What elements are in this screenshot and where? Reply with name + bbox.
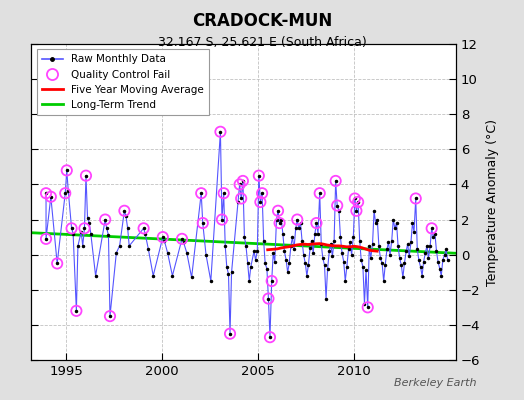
Point (120, 208, 128, 214)
Point (315, 190, 324, 196)
Point (106, 313, 114, 319)
Point (61, 190, 70, 196)
Text: CRADOCK-MUN: CRADOCK-MUN (192, 12, 332, 30)
Point (274, 208, 282, 214)
Point (332, 178, 340, 184)
Point (218, 216, 226, 223)
Point (159, 234, 167, 240)
Point (354, 199, 362, 205)
Point (411, 195, 420, 202)
Point (226, 330, 234, 337)
Point (239, 178, 247, 184)
Point (268, 278, 276, 284)
Point (351, 195, 359, 202)
Point (178, 236, 186, 242)
Point (256, 199, 265, 205)
Point (80, 225, 89, 232)
Point (42, 236, 50, 242)
Text: 32.167 S, 25.621 E (South Africa): 32.167 S, 25.621 E (South Africa) (158, 36, 366, 49)
Point (428, 225, 436, 232)
Legend: Raw Monthly Data, Quality Control Fail, Five Year Moving Average, Long-Term Tren: Raw Monthly Data, Quality Control Fail, … (37, 49, 209, 115)
Text: Berkeley Earth: Berkeley Earth (395, 378, 477, 388)
Point (101, 216, 110, 223)
Point (258, 190, 266, 196)
Point (312, 220, 321, 226)
Point (62, 167, 71, 174)
Point (82, 172, 90, 179)
Point (47, 194, 55, 200)
Point (237, 195, 245, 202)
Point (352, 208, 361, 214)
Point (72, 308, 81, 314)
Point (42, 190, 50, 196)
Point (293, 216, 301, 223)
Point (266, 334, 274, 340)
Point (333, 202, 341, 209)
Point (199, 220, 207, 226)
Point (197, 190, 205, 196)
Point (364, 304, 372, 310)
Point (68, 225, 76, 232)
Point (264, 295, 272, 302)
Point (220, 190, 228, 196)
Point (276, 220, 284, 226)
Point (255, 172, 263, 179)
Point (139, 225, 148, 232)
Point (235, 181, 244, 188)
Point (53, 260, 61, 267)
Point (216, 128, 225, 135)
Y-axis label: Temperature Anomaly (°C): Temperature Anomaly (°C) (486, 118, 499, 286)
